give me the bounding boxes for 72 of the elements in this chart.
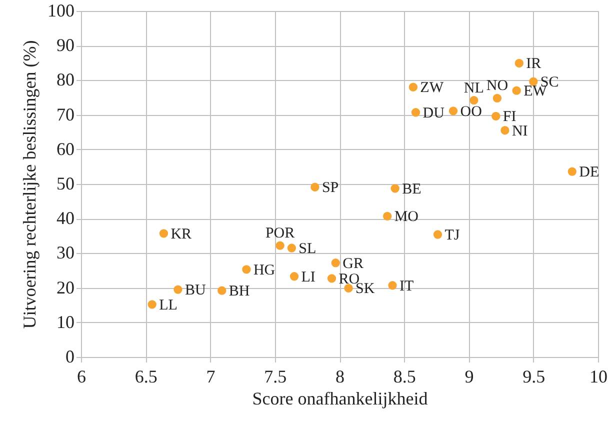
point <box>290 272 299 281</box>
x-axis-title: Score onafhankelijkheid <box>252 388 428 408</box>
annotation: OO <box>460 104 482 120</box>
point <box>411 108 420 117</box>
y-tick-label: 20 <box>56 277 74 298</box>
y-tick-label: 100 <box>48 0 74 20</box>
y-axis-title: Uitvoering rechterlijke beslissingen (%) <box>20 40 40 329</box>
annotation: LL <box>159 297 178 314</box>
annotation: NO <box>486 78 508 94</box>
point <box>327 274 336 283</box>
point <box>433 230 442 239</box>
point <box>492 94 502 103</box>
point <box>382 212 392 220</box>
y-tick-label: 0 <box>66 346 74 366</box>
point <box>159 229 168 238</box>
annotation: DU <box>422 105 445 122</box>
y-tick-label: 80 <box>56 70 74 90</box>
point <box>148 300 156 309</box>
x-tick-label: 6 <box>77 366 86 386</box>
annotation: NI <box>512 123 528 140</box>
point <box>408 82 418 92</box>
x-tick-label: 8 <box>336 366 344 386</box>
y-tick-label: 60 <box>56 138 74 159</box>
annotation: FI <box>502 109 516 126</box>
annotation: BE <box>402 182 422 198</box>
point <box>492 112 500 121</box>
annotation: SL <box>298 241 316 258</box>
point <box>276 241 284 250</box>
point <box>344 284 353 292</box>
annotation: NL <box>464 80 484 96</box>
y-tick-label: 10 <box>56 312 74 332</box>
point <box>529 77 538 86</box>
x-tick-label: 8.5 <box>393 366 416 386</box>
x-tick-label: 10 <box>590 366 608 386</box>
annotation: TJ <box>444 228 460 244</box>
point <box>287 244 296 252</box>
annotation: MO <box>394 209 419 226</box>
y-tick-label: 90 <box>56 35 74 56</box>
y-tick-label: 70 <box>56 104 74 124</box>
point <box>568 167 576 176</box>
x-tick-label: 7 <box>206 366 216 386</box>
point <box>390 184 400 193</box>
point <box>500 126 510 135</box>
point <box>174 285 182 294</box>
y-tick-label: 40 <box>56 208 74 228</box>
annotation: BU <box>184 282 206 299</box>
point <box>388 281 397 290</box>
annotation: GR <box>342 256 364 272</box>
point <box>218 286 226 295</box>
annotation: DE <box>579 164 600 181</box>
annotation: KR <box>170 226 192 242</box>
y-tick-label: 50 <box>56 174 74 194</box>
annotation: IR <box>526 56 542 72</box>
y-tick-label: 30 <box>56 242 74 263</box>
annotation: HG <box>253 262 276 278</box>
point <box>514 58 524 68</box>
point <box>470 96 478 105</box>
annotation: IT <box>399 278 414 294</box>
point <box>331 258 340 268</box>
x-tick-label: 9 <box>464 366 474 386</box>
point <box>310 182 320 192</box>
annotation: LI <box>301 269 316 286</box>
x-tick-label: 6.5 <box>134 366 158 386</box>
x-tick-label: 7.5 <box>264 366 287 386</box>
x-tick-label: 9.5 <box>522 366 546 386</box>
annotation: POR <box>265 226 295 242</box>
point <box>448 106 458 116</box>
point <box>242 265 251 274</box>
annotation: SP <box>322 180 339 196</box>
annotation: ZW <box>420 80 444 96</box>
point <box>512 86 521 95</box>
annotation: BH <box>228 284 250 300</box>
